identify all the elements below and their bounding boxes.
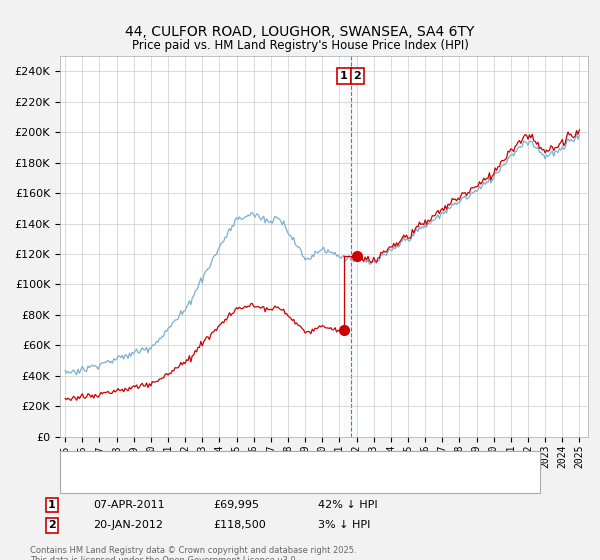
Text: ——: —— — [72, 454, 97, 468]
Text: ——: —— — [72, 475, 97, 488]
Text: Price paid vs. HM Land Registry's House Price Index (HPI): Price paid vs. HM Land Registry's House … — [131, 39, 469, 52]
Text: 44, CULFOR ROAD, LOUGHOR, SWANSEA, SA4 6TY (semi-detached house): 44, CULFOR ROAD, LOUGHOR, SWANSEA, SA4 6… — [102, 456, 464, 466]
Text: 3% ↓ HPI: 3% ↓ HPI — [318, 520, 370, 530]
Bar — [344, 56, 358, 437]
Text: 07-APR-2011: 07-APR-2011 — [93, 500, 164, 510]
Text: 1: 1 — [340, 71, 348, 81]
Text: Contains HM Land Registry data © Crown copyright and database right 2025.
This d: Contains HM Land Registry data © Crown c… — [30, 546, 356, 560]
Text: £69,995: £69,995 — [213, 500, 259, 510]
Text: 2: 2 — [48, 520, 56, 530]
Text: 2: 2 — [353, 71, 361, 81]
Text: HPI: Average price, semi-detached house, Swansea: HPI: Average price, semi-detached house,… — [102, 477, 353, 487]
Text: 44, CULFOR ROAD, LOUGHOR, SWANSEA, SA4 6TY: 44, CULFOR ROAD, LOUGHOR, SWANSEA, SA4 6… — [125, 25, 475, 39]
Text: 42% ↓ HPI: 42% ↓ HPI — [318, 500, 377, 510]
Text: 20-JAN-2012: 20-JAN-2012 — [93, 520, 163, 530]
Text: 1: 1 — [48, 500, 56, 510]
Text: £118,500: £118,500 — [213, 520, 266, 530]
